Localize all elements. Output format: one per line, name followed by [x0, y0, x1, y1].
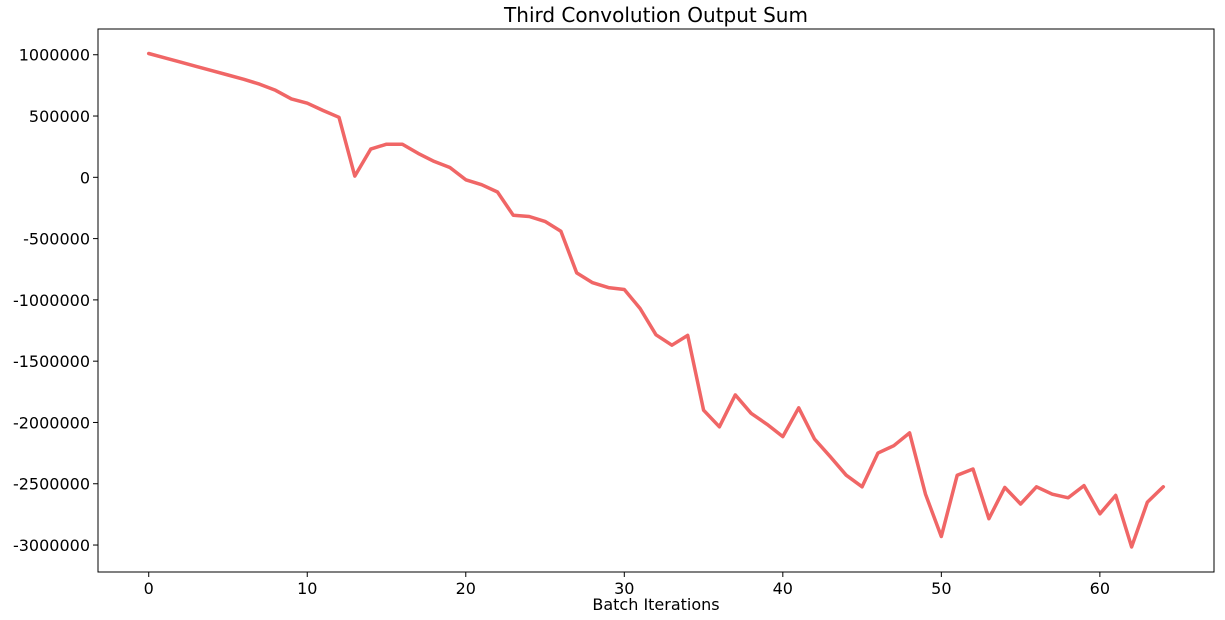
x-tick-label: 10: [297, 579, 317, 598]
y-tick-label: -3000000: [13, 536, 90, 555]
series-line-0: [146, 51, 1166, 549]
y-tick-label: -500000: [23, 230, 90, 249]
y-axis: 1000000 500000 0 -500000 -1000000 -1500000 -20…: [13, 46, 98, 555]
y-tick-label: -2500000: [13, 475, 90, 494]
series-layer: [146, 51, 1166, 549]
y-tick-label: -1500000: [13, 352, 90, 371]
chart-title: Third Convolution Output Sum: [503, 3, 808, 27]
y-tick-label: -2000000: [13, 413, 90, 432]
x-axis: 0 10 20 30 40 50 60: [144, 572, 1110, 598]
x-tick-label: 20: [456, 579, 476, 598]
x-tick-label: 40: [773, 579, 793, 598]
plot-frame: [97, 28, 1215, 573]
y-tick-label: 0: [80, 168, 90, 187]
y-tick-label: 500000: [29, 107, 90, 126]
x-tick-label: 0: [144, 579, 154, 598]
x-tick-label: 50: [931, 579, 951, 598]
x-tick-label: 30: [614, 579, 634, 598]
x-axis-label: Batch Iterations: [592, 595, 719, 614]
y-tick-label: 1000000: [19, 46, 90, 65]
x-tick-label: 60: [1090, 579, 1110, 598]
y-tick-label: -1000000: [13, 291, 90, 310]
